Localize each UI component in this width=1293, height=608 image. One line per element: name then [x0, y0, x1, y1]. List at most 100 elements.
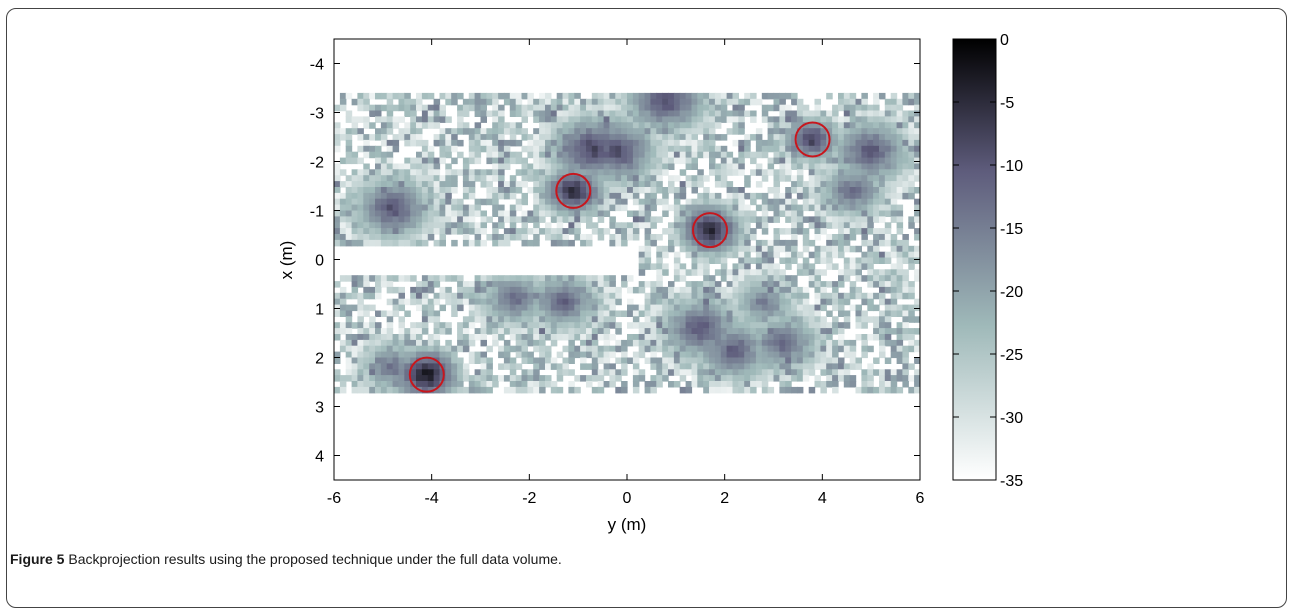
heatmap-cell [375, 134, 382, 141]
heatmap-cell [416, 328, 423, 335]
heatmap-cell [597, 234, 605, 241]
heatmap-cell [808, 334, 816, 341]
heatmap-cell [439, 145, 446, 153]
heatmap-cell [533, 375, 540, 382]
heatmap-cell [586, 304, 593, 312]
heatmap-cell [732, 157, 739, 165]
heatmap-cell [345, 175, 353, 182]
heatmap-cell [615, 234, 622, 241]
heatmap-cell [679, 110, 687, 117]
heatmap-cell [884, 369, 892, 376]
heatmap-cell [867, 210, 874, 217]
heatmap-cell [849, 245, 857, 253]
heatmap-cell [908, 122, 915, 129]
heatmap-cell [738, 210, 745, 217]
heatmap-cell [902, 369, 909, 376]
heatmap-cell [568, 216, 575, 223]
heatmap-cell [644, 357, 652, 364]
heatmap-cell [609, 134, 616, 141]
heatmap-cell [357, 145, 364, 153]
heatmap-cell [814, 169, 821, 176]
heatmap-cell [621, 104, 628, 112]
heatmap-cell [838, 245, 845, 253]
heatmap-cell [808, 281, 816, 288]
heatmap-cell [732, 192, 739, 200]
heatmap-cell [574, 169, 581, 176]
heatmap-cell [826, 128, 833, 135]
heatmap-cell [744, 175, 751, 182]
heatmap-cell [509, 228, 517, 235]
heatmap-cell [685, 292, 693, 300]
heatmap-cell [838, 145, 845, 153]
heatmap-cell [398, 328, 405, 335]
heatmap-cell [603, 169, 611, 176]
heatmap-cell [838, 163, 845, 170]
heatmap-cell [632, 175, 640, 182]
heatmap-cell [802, 163, 810, 170]
heatmap-cell [738, 192, 745, 200]
heatmap-cell [861, 175, 868, 182]
heatmap-cell [879, 286, 886, 294]
heatmap-cell [726, 298, 734, 306]
heatmap-cell [574, 328, 581, 335]
heatmap-cell [603, 322, 611, 329]
heatmap-cell [744, 228, 751, 235]
heatmap-cell [515, 339, 523, 347]
heatmap-cell [802, 310, 810, 317]
heatmap-cell [568, 116, 575, 123]
heatmap-cell [369, 192, 376, 200]
heatmap-cell [632, 322, 640, 329]
heatmap-cell [703, 363, 710, 370]
heatmap-cell [767, 169, 775, 176]
heatmap-cell [632, 187, 640, 194]
heatmap-cell [767, 386, 775, 394]
heatmap-cell [492, 92, 499, 100]
heatmap-cell [533, 322, 540, 329]
heatmap-cell [914, 251, 920, 259]
heatmap-cell [755, 351, 763, 359]
heatmap-cell [826, 92, 833, 100]
heatmap-cell [562, 145, 569, 153]
heatmap-cell [744, 110, 751, 117]
heatmap-cell [386, 169, 394, 176]
heatmap-cell [574, 210, 581, 217]
heatmap-cell [621, 192, 628, 200]
heatmap-cell [515, 169, 523, 176]
heatmap-cell [861, 198, 868, 206]
heatmap-cell [685, 245, 693, 253]
heatmap-cell [644, 104, 652, 112]
heatmap-cell [410, 110, 417, 117]
heatmap-cell [849, 110, 857, 117]
heatmap-cell [380, 339, 388, 347]
heatmap-cell [673, 304, 681, 312]
heatmap-cell [867, 375, 874, 382]
heatmap-cell [486, 110, 493, 117]
heatmap-cell [515, 363, 523, 370]
heatmap-cell [732, 275, 739, 282]
heatmap-cell [890, 110, 898, 117]
heatmap-cell [474, 316, 482, 323]
heatmap-cell [914, 316, 920, 323]
heatmap-cell [421, 234, 429, 241]
heatmap-cell [873, 204, 880, 212]
heatmap-cell [914, 169, 920, 176]
heatmap-cell [732, 98, 739, 106]
heatmap-cell [744, 386, 751, 394]
heatmap-cell [890, 292, 898, 300]
heatmap-cell [533, 169, 540, 176]
heatmap-cell [773, 304, 780, 312]
heatmap-cell [796, 228, 804, 235]
heatmap-cell [802, 369, 810, 376]
heatmap-cell [849, 351, 857, 359]
heatmap-cell [843, 363, 851, 370]
heatmap-cell [474, 204, 482, 212]
heatmap-cell [439, 139, 446, 147]
heatmap-cell [545, 175, 552, 182]
heatmap-cell [773, 145, 780, 153]
heatmap-cell [586, 375, 593, 382]
heatmap-cell [638, 281, 646, 288]
heatmap-cell [697, 339, 704, 347]
heatmap-cell [492, 116, 499, 123]
x-tick-label: 6 [916, 490, 925, 507]
heatmap-cell [650, 98, 657, 106]
